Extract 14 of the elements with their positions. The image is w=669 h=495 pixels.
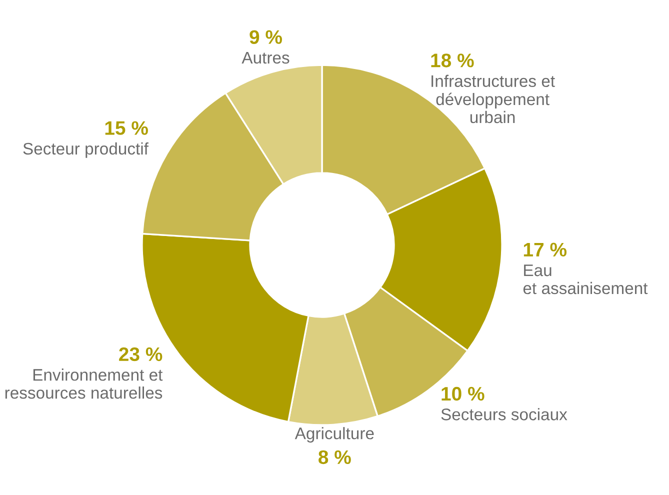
slice-label: Agriculture [294, 427, 374, 443]
slice-label: Autres [242, 52, 290, 64]
data-label: 10 % [442, 386, 484, 401]
data-label: 17 % [524, 242, 567, 256]
slice-label: Environnement et ressources naturelles [5, 368, 163, 399]
data-label: 15 % [105, 121, 148, 135]
data-label: 9 % [250, 30, 282, 44]
data-label: 18 % [431, 54, 474, 68]
data-label: 8 % [318, 450, 351, 464]
slice-label: Secteurs sociaux [441, 408, 568, 420]
slice-label: Eau et assainisement [523, 264, 648, 294]
slice-label: Infrastructures et développement urbain [432, 74, 555, 124]
slice-label: Secteur productif [23, 142, 149, 158]
data-label: 23 % [119, 347, 162, 362]
